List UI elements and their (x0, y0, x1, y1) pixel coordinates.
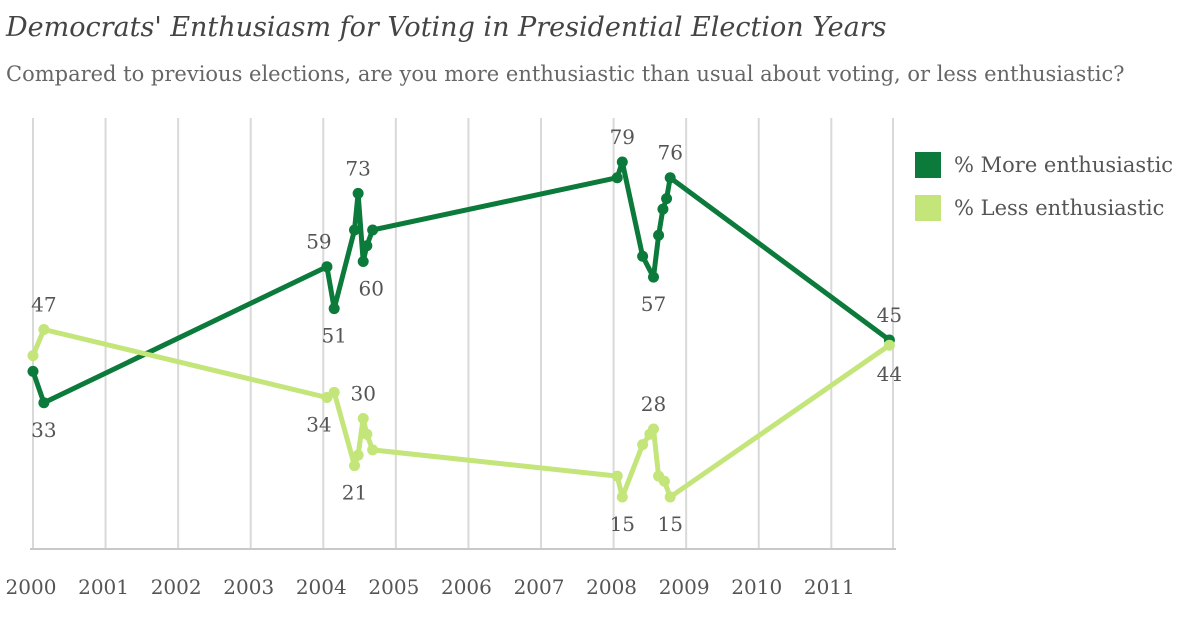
x-tick-label-2000: 2000 (6, 575, 57, 599)
data-point-more-5 (352, 187, 364, 199)
chart-subtitle: Compared to previous elections, are you … (6, 62, 1125, 86)
data-point-more-9 (611, 172, 623, 184)
data-label-less-15: 15 (610, 512, 635, 536)
data-label-more-45: 45 (877, 303, 902, 327)
x-tick-label-2010: 2010 (731, 575, 782, 599)
data-label-less-44: 44 (877, 362, 902, 386)
x-tick-label-2008: 2008 (586, 575, 637, 599)
data-point-more-15 (661, 193, 673, 205)
legend-swatch-more (915, 152, 941, 178)
data-label-more-33: 33 (31, 418, 56, 442)
x-tick-label-2009: 2009 (659, 575, 710, 599)
data-label-less-47: 47 (31, 293, 56, 317)
x-tick-label-2005: 2005 (368, 575, 419, 599)
data-point-less-17 (883, 339, 895, 351)
data-point-more-7 (361, 240, 373, 252)
data-point-more-3 (328, 303, 340, 315)
data-point-less-0 (27, 350, 39, 362)
data-point-less-8 (367, 444, 379, 456)
data-label-more-59: 59 (306, 230, 331, 254)
data-point-less-7 (361, 428, 373, 440)
data-label-more-60: 60 (358, 276, 383, 300)
x-tick-label-2003: 2003 (223, 575, 274, 599)
data-point-less-9 (611, 470, 623, 482)
legend-swatch-less (915, 195, 941, 221)
x-tick-label-2011: 2011 (804, 575, 855, 599)
data-point-more-12 (648, 271, 660, 283)
data-label-more-73: 73 (345, 156, 370, 180)
x-tick-label-2001: 2001 (78, 575, 129, 599)
data-label-more-51: 51 (321, 324, 346, 348)
data-point-less-10 (616, 491, 628, 503)
legend-label-less: % Less enthusiastic (954, 196, 1165, 220)
data-point-more-4 (349, 224, 361, 236)
data-point-less-4 (349, 460, 361, 472)
data-label-less-34: 34 (306, 413, 331, 437)
data-point-more-2 (321, 261, 333, 273)
legend-item-less: % Less enthusiastic (915, 194, 1173, 222)
chart-title: Democrats' Enthusiasm for Voting in Pres… (6, 12, 887, 43)
x-tick-label-2007: 2007 (514, 575, 565, 599)
data-point-more-8 (367, 224, 379, 236)
series-line-less (30, 327, 892, 500)
legend-label-more: % More enthusiastic (954, 153, 1174, 177)
chart-legend: % More enthusiastic % Less enthusiastic (915, 151, 1173, 237)
data-point-less-1 (38, 324, 50, 335)
data-label-less-30: 30 (350, 381, 375, 405)
series-line-more (30, 159, 892, 406)
data-point-more-14 (657, 203, 669, 215)
data-point-less-13 (648, 423, 660, 435)
data-point-more-11 (637, 250, 649, 262)
data-label-more-76: 76 (657, 141, 682, 165)
data-point-less-16 (664, 491, 676, 503)
data-point-less-15 (658, 475, 670, 487)
x-tick-label-2006: 2006 (441, 575, 492, 599)
data-label-less-21: 21 (342, 481, 367, 505)
legend-item-more: % More enthusiastic (915, 151, 1173, 179)
data-point-more-13 (653, 229, 665, 241)
data-label-more-57: 57 (641, 292, 666, 316)
data-label-more-79: 79 (610, 125, 635, 149)
data-point-less-5 (352, 449, 364, 461)
data-point-more-0 (27, 365, 39, 377)
data-point-more-6 (357, 255, 369, 267)
data-point-more-1 (38, 397, 50, 409)
x-tick-label-2004: 2004 (296, 575, 347, 599)
data-point-more-16 (664, 172, 676, 184)
x-tick-label-2002: 2002 (151, 575, 202, 599)
data-point-less-6 (357, 412, 369, 424)
data-label-less-15: 15 (657, 512, 682, 536)
data-point-more-10 (616, 156, 628, 168)
data-point-less-11 (637, 439, 649, 451)
data-point-less-3 (328, 386, 340, 398)
data-label-less-28: 28 (641, 392, 666, 416)
